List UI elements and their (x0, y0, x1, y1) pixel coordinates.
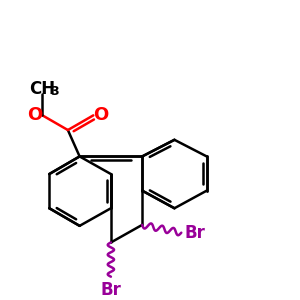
Text: Br: Br (100, 281, 121, 299)
Text: 3: 3 (50, 85, 58, 98)
Text: Br: Br (184, 224, 206, 242)
Text: O: O (94, 106, 109, 124)
Text: O: O (27, 106, 42, 124)
Text: CH: CH (29, 80, 56, 98)
